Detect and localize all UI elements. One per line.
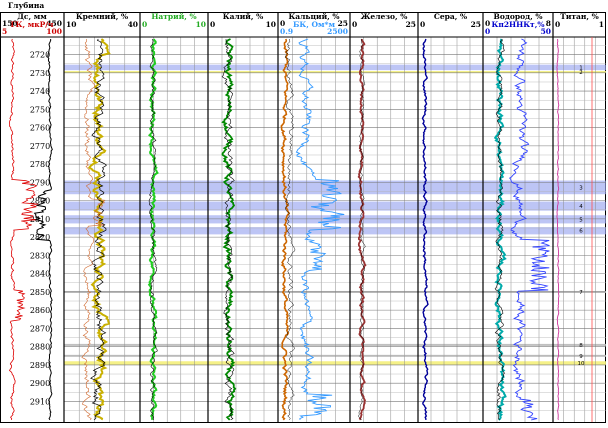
track-title-t8: Водород, %: [494, 12, 543, 21]
track-scale-left-t3: 0: [142, 20, 147, 29]
curve-iron-2: [358, 38, 366, 421]
interval-label-4: 4: [579, 204, 583, 210]
curve-hydrogen-2: [494, 38, 506, 421]
interval-band-6: [64, 227, 606, 235]
curve-sodium: [148, 38, 158, 421]
interval-label-9: 9: [579, 354, 583, 360]
curve-silicon-2: [81, 38, 106, 421]
depth-tick-label: 2760: [30, 124, 50, 133]
track-title2-t5: БК, Ом*м: [293, 20, 335, 29]
track-title-t4: Калий, %: [223, 12, 263, 21]
depth-tick-label: 2730: [30, 69, 50, 78]
track-scale-right-t2: 40: [128, 20, 138, 29]
track-scale-right-t9: 1: [599, 20, 604, 29]
interval-band-1: [64, 64, 606, 71]
track-title2-t8: Кп2ННКт,%: [492, 20, 545, 29]
depth-tick-label: 2880: [30, 343, 50, 352]
depth-tick-label: 2830: [30, 251, 50, 260]
curve-bk: [295, 38, 345, 421]
track-scale-right-t1: 450: [46, 19, 62, 28]
interval-band-3: [64, 180, 606, 195]
interval-band-8: [64, 343, 606, 346]
depth-tick-label: 2850: [30, 288, 50, 297]
interval-label-5: 5: [579, 217, 583, 223]
depth-header: Глубина: [8, 1, 44, 10]
curve-caliper: [33, 38, 53, 421]
interval-label-8: 8: [579, 343, 583, 349]
track-scale-right-t5: 25: [338, 19, 348, 28]
curve-calcium: [280, 38, 291, 421]
depth-tick-label: 2720: [30, 51, 50, 60]
track-title-t5: Кальций, %: [288, 12, 339, 21]
interval-band-10: [64, 361, 606, 365]
track-scale-left-t4: 0: [210, 20, 215, 29]
track-scale-right-t4: 10: [266, 20, 276, 29]
curve-iron: [357, 38, 367, 421]
track-title-t7: Сера, %: [434, 12, 467, 21]
depth-tick-label: 2860: [30, 306, 50, 315]
track-scale-right-t6: 25: [406, 20, 416, 29]
interval-label-2: 2: [579, 70, 583, 76]
track-title-t1: Дс, мм: [17, 12, 47, 21]
curve-titanium: [556, 38, 560, 421]
depth-tick-label: 2810: [30, 215, 50, 224]
depth-tick-label: 2750: [30, 105, 50, 114]
curve-sulfur: [421, 38, 429, 420]
track-scale-left-t2: 10: [66, 20, 76, 29]
interval-label-7: 7: [579, 290, 583, 296]
track-scale2-right-t1: 100: [46, 27, 62, 36]
depth-tick-label: 2770: [30, 142, 50, 151]
track-scale2-left-t8: 0: [485, 27, 490, 36]
curve-gr: [8, 38, 39, 420]
depth-tick-label: 2890: [30, 361, 50, 370]
track-scale-left-t9: 0: [555, 20, 560, 29]
depth-tick-label: 2790: [30, 178, 50, 187]
interval-label-1: 1: [579, 65, 583, 71]
curve-silicon: [90, 38, 107, 421]
interval-label-3: 3: [579, 185, 583, 191]
interval-band-4: [64, 201, 606, 211]
track-scale-left-t1: 150: [2, 19, 18, 28]
track-scale-left-t8: 0: [485, 19, 490, 28]
track-title2-t1: ГК, мкР/ч: [10, 20, 54, 29]
depth-tick-label: 2740: [30, 87, 50, 96]
interval-band-2: [64, 71, 606, 74]
track-scale-left-t6: 0: [352, 20, 357, 29]
depth-tick-label: 2840: [30, 270, 50, 279]
curve-calcium-2: [284, 39, 296, 421]
track-scale2-left-t1: 5: [2, 27, 7, 36]
track-title-t6: Железо, %: [361, 12, 408, 21]
track-title-t9: Титан, %: [560, 12, 599, 21]
track-scale-right-t7: 25: [471, 20, 481, 29]
depth-tick-label: 2870: [30, 324, 50, 333]
curve-kp: [509, 38, 550, 421]
track-scale2-left-t5: 0.9: [280, 27, 293, 36]
depth-tick-label: 2800: [30, 197, 50, 206]
track-title-t3: Натрий, %: [151, 12, 196, 21]
track-scale-right-t3: 10: [196, 20, 206, 29]
interval-label-10: 10: [578, 361, 585, 367]
track-scale-right-t8: 8: [546, 19, 551, 28]
interval-label-6: 6: [579, 229, 583, 235]
depth-tick-label: 2910: [30, 397, 50, 406]
track-scale-left-t7: 0: [420, 20, 425, 29]
track-scale-left-t5: 0: [280, 19, 285, 28]
track-scale2-right-t5: 2500: [327, 27, 348, 36]
curve-potassium: [221, 38, 235, 421]
depth-tick-label: 2780: [30, 160, 50, 169]
track-title-t2: Кремний, %: [76, 12, 128, 21]
track-scale2-right-t8: 50: [541, 27, 551, 36]
depth-tick-label: 2900: [30, 379, 50, 388]
